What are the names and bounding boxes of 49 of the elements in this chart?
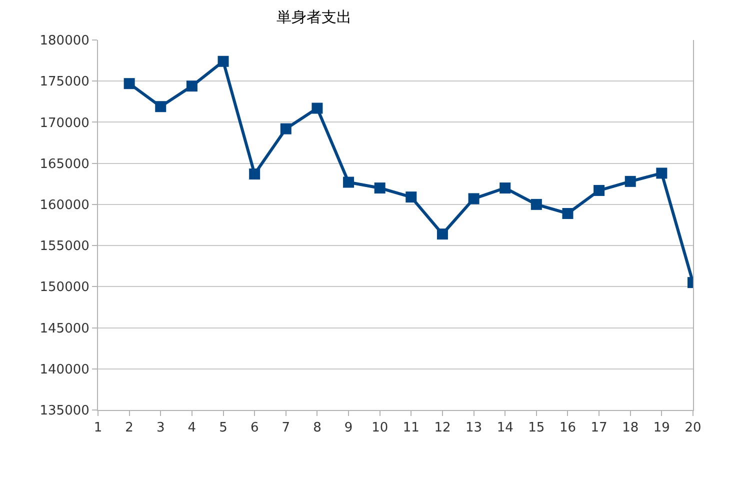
- x-tick-label: 16: [559, 420, 576, 436]
- point: [500, 182, 511, 194]
- y-tick-label: 165000: [40, 156, 90, 172]
- y-tick-label: 150000: [40, 280, 90, 296]
- point: [249, 168, 260, 180]
- x-tick-label: 3: [156, 420, 165, 436]
- x-tick-label: 11: [402, 420, 420, 436]
- x-tick-label: 18: [622, 420, 639, 436]
- y-tick-label: 155000: [40, 239, 90, 254]
- y-tick-label: 175000: [40, 74, 90, 90]
- x-tick-label: 5: [219, 420, 228, 436]
- point: [530, 198, 542, 210]
- point: [594, 184, 605, 196]
- y-tick-label: 180000: [40, 34, 90, 49]
- point: [343, 176, 354, 188]
- x-tick-label: 10: [372, 420, 388, 436]
- point: [436, 228, 448, 240]
- point: [312, 102, 323, 114]
- x-tick-label: 13: [466, 420, 482, 436]
- y-tick-label: 135000: [40, 404, 90, 419]
- point: [468, 193, 480, 204]
- x-tick-label: 6: [250, 420, 259, 436]
- point: [374, 182, 386, 194]
- y-tick-label: 145000: [40, 321, 90, 336]
- x-tick-label: 14: [496, 420, 514, 436]
- point: [280, 123, 292, 134]
- y-tick-label: 160000: [40, 198, 90, 213]
- x-tick-label: 12: [434, 420, 451, 436]
- x-tick-label: 17: [590, 420, 608, 436]
- point: [624, 176, 636, 187]
- x-tick-label: 15: [528, 420, 545, 436]
- point: [656, 168, 668, 179]
- point: [562, 208, 574, 219]
- x-tick-label: 8: [313, 420, 322, 436]
- point: [186, 80, 198, 92]
- x-tick-label: 20: [684, 420, 702, 436]
- x-tick-label: 4: [188, 420, 196, 436]
- chart-title: 単身者支出: [276, 8, 352, 26]
- x-tick-label: 19: [653, 420, 670, 436]
- x-tick-label: 1: [94, 420, 102, 436]
- point: [406, 192, 417, 203]
- x-tick-label: 2: [125, 420, 134, 436]
- x-tick-label: 9: [344, 420, 353, 436]
- y-tick-label: 170000: [40, 116, 90, 131]
- x-tick-label: 7: [282, 420, 290, 436]
- point: [218, 56, 229, 67]
- y-tick-label: 140000: [40, 362, 90, 378]
- point: [124, 78, 135, 90]
- point: [155, 101, 166, 112]
